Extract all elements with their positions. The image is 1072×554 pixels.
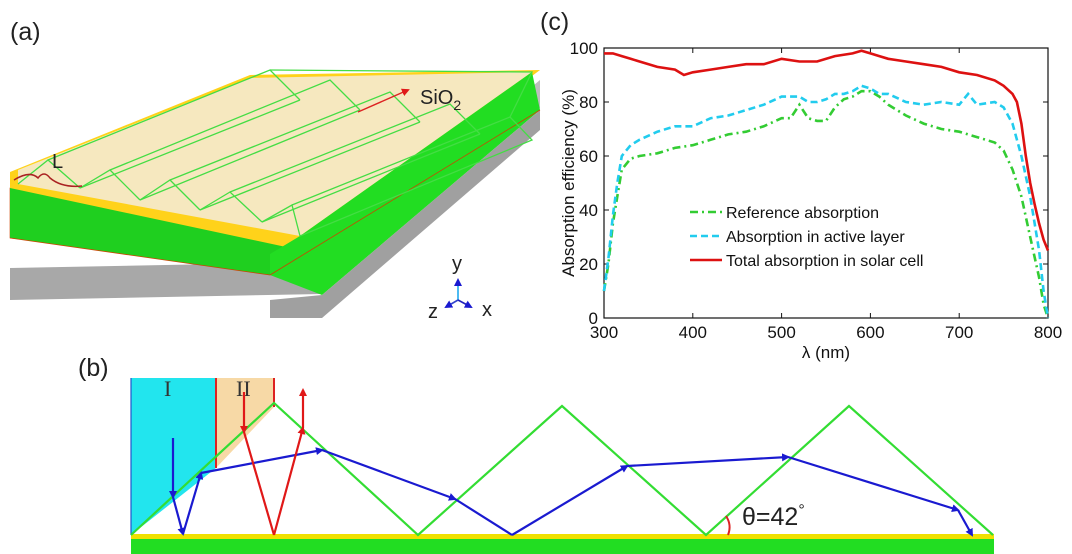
blue-ray-segment bbox=[957, 509, 973, 537]
axis-z-arrow bbox=[444, 299, 459, 309]
region-II-label: II bbox=[236, 376, 251, 401]
prism-ridge bbox=[199, 121, 421, 211]
x-tick-label: 300 bbox=[590, 323, 618, 342]
region-I-label: I bbox=[164, 376, 171, 401]
blue-ray-segment bbox=[454, 498, 513, 536]
panel-c: (c) 300 400 500 600 700 800 0 20 40 60 80 100 λ (nm)… bbox=[540, 8, 1062, 362]
blue-ray-segment bbox=[181, 471, 204, 535]
blue-ray-segment bbox=[200, 447, 324, 475]
panel-a: (a) bbox=[9, 18, 541, 323]
legend-entry: Reference absorption bbox=[726, 205, 879, 222]
panel-b: (b) I II θ=42° bbox=[78, 354, 994, 554]
blue-ray-segment bbox=[626, 453, 790, 468]
red-ray-segment bbox=[272, 426, 306, 536]
right-side-block bbox=[270, 72, 540, 295]
blue-ray-segment bbox=[787, 455, 960, 513]
panel-c-label: (c) bbox=[540, 8, 569, 36]
series-line bbox=[602, 89, 1050, 319]
theta-label: θ=42° bbox=[742, 502, 805, 531]
legend-entry: Total absorption in solar cell bbox=[726, 253, 923, 270]
y-tick-label: 0 bbox=[589, 309, 598, 328]
blue-ray-segment bbox=[321, 448, 457, 501]
x-tick-label: 500 bbox=[767, 323, 795, 342]
axis-x-arrow bbox=[457, 299, 473, 308]
red-ray-path bbox=[240, 388, 307, 536]
bottom-yellow-layer bbox=[131, 534, 994, 539]
layer-boundary-line bbox=[9, 237, 271, 276]
prism-ridge bbox=[229, 103, 481, 193]
x-axis-label: λ (nm) bbox=[802, 343, 850, 362]
angle-arc bbox=[725, 515, 731, 536]
absorption-chart: 300 400 500 600 700 800 0 20 40 60 80 100 λ (nm) Abso… bbox=[559, 39, 1062, 362]
axis-z-label: z bbox=[428, 301, 438, 323]
axis-y-label: y bbox=[452, 253, 462, 275]
sio2-arrow bbox=[357, 88, 410, 113]
prism-ridge bbox=[109, 79, 361, 171]
red-ray-segment bbox=[242, 431, 276, 536]
y-tick-label: 80 bbox=[579, 93, 598, 112]
blue-ray-segment bbox=[171, 496, 186, 536]
x-tick-label: 400 bbox=[679, 323, 707, 342]
y-tick-label: 20 bbox=[579, 255, 598, 274]
sio2-label: SiO2 bbox=[420, 87, 461, 113]
legend-entry: Absorption in active layer bbox=[726, 229, 905, 246]
prism-ridge bbox=[291, 116, 534, 237]
blue-ray-path bbox=[169, 438, 973, 537]
y-tick-label: 40 bbox=[579, 201, 598, 220]
blue-ray-segment bbox=[511, 464, 629, 536]
y-axis-label: Absorption efficiency (%) bbox=[559, 89, 578, 277]
y-tick-label: 100 bbox=[570, 39, 598, 58]
coordinate-axes: y z x bbox=[428, 253, 492, 323]
x-tick-label: 700 bbox=[945, 323, 973, 342]
axis-x-label: x bbox=[482, 299, 492, 321]
x-tick-label: 600 bbox=[856, 323, 884, 342]
prism-ridge bbox=[261, 133, 481, 223]
series-line bbox=[604, 49, 1050, 251]
prism-ridge bbox=[79, 99, 301, 189]
x-tick-label: 800 bbox=[1034, 323, 1062, 342]
bottom-green-layer bbox=[131, 539, 994, 554]
prism-array bbox=[17, 69, 534, 237]
panel-b-label: (b) bbox=[78, 354, 109, 382]
period-label: L bbox=[52, 151, 63, 173]
prism-ridge bbox=[169, 91, 421, 181]
period-bracket bbox=[13, 173, 83, 188]
y-tick-label: 60 bbox=[579, 147, 598, 166]
prism-ridge bbox=[139, 109, 361, 201]
panel-a-label: (a) bbox=[10, 18, 41, 46]
prism-ridge bbox=[269, 69, 534, 118]
plot-frame bbox=[603, 47, 1049, 319]
series-line bbox=[602, 84, 1050, 319]
prism-profile bbox=[130, 401, 994, 537]
